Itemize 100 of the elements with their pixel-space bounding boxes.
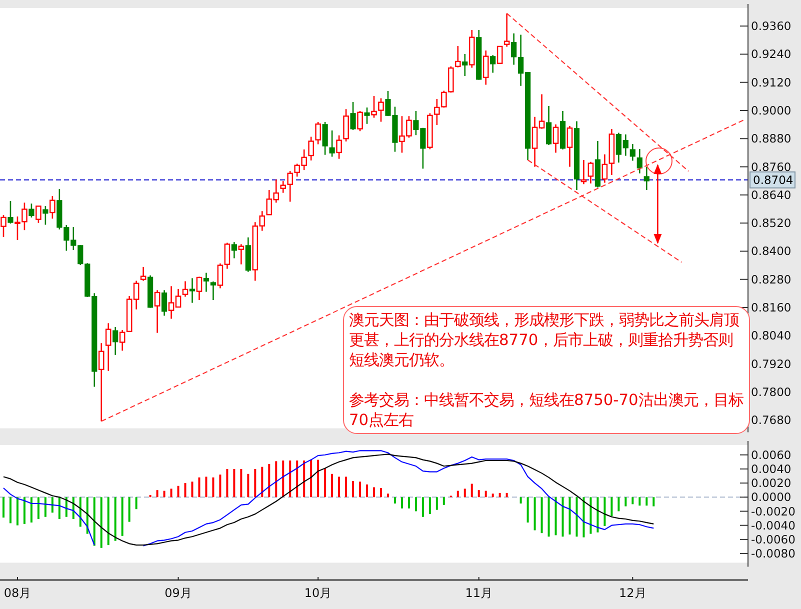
candlestick <box>210 280 216 301</box>
x-tick-label: 12月 <box>619 586 646 600</box>
bar <box>470 484 473 498</box>
x-tick-label: 09月 <box>164 586 192 600</box>
bar <box>275 461 278 498</box>
candlestick <box>378 98 384 122</box>
candlestick <box>28 202 34 218</box>
bar <box>205 476 208 498</box>
bar <box>498 492 501 498</box>
bar <box>492 494 494 498</box>
candlestick <box>98 342 104 422</box>
line-series <box>2 454 654 546</box>
annotation: 参考交易：中线暂不交易，短线在8750-70沽出澳元，目标70点左右 <box>349 390 744 430</box>
bar <box>554 497 557 536</box>
bar <box>624 497 627 506</box>
candlestick <box>196 276 202 301</box>
candlestick <box>50 195 56 220</box>
bar <box>590 497 592 534</box>
candlestick <box>490 54 496 74</box>
bar <box>380 488 382 498</box>
bar <box>37 497 40 520</box>
candlestick <box>462 53 468 77</box>
bar <box>296 460 298 498</box>
candlestick <box>231 241 237 259</box>
candlestick <box>630 143 636 162</box>
y-tick-label: 0.8280 <box>751 272 792 286</box>
candlestick <box>112 326 118 356</box>
bar <box>240 468 242 498</box>
bar <box>233 468 236 498</box>
candlestick <box>588 161 594 184</box>
annotation: 澳元天图：由于破颈线，形成楔形下跌，弱势比之前头肩顶更甚，上行的分水线在8770，后市上破，则重拾升势否则短线澳元仍软。 <box>349 310 740 370</box>
candlestick <box>454 45 461 68</box>
y-tick-label: -0.0080 <box>751 546 796 561</box>
bar <box>400 497 403 508</box>
bar <box>352 480 354 498</box>
bar <box>44 497 46 517</box>
bar <box>282 460 284 498</box>
candlestick <box>336 134 342 160</box>
bar <box>170 488 172 498</box>
bar <box>16 497 18 526</box>
bar <box>646 497 648 506</box>
candlestick <box>552 124 559 154</box>
bar <box>128 497 130 522</box>
candlestick <box>154 290 160 334</box>
candlestick <box>546 105 552 146</box>
x-tick-label: 08月 <box>4 586 32 600</box>
line-series <box>142 450 654 546</box>
bar <box>9 497 12 524</box>
ref-line-label: 0.8704 <box>753 172 794 187</box>
bar <box>310 460 312 498</box>
y-tick-label: 0.8160 <box>751 300 792 315</box>
bar <box>394 497 396 504</box>
y-tick-label: -0.0020 <box>751 504 796 518</box>
bar <box>610 497 613 516</box>
bar <box>638 497 641 506</box>
bar <box>478 490 480 498</box>
x-tick-label: 10月 <box>304 586 332 600</box>
bar <box>51 497 54 513</box>
y-tick-label: 0.8400 <box>751 244 792 258</box>
bar <box>562 497 564 537</box>
bar <box>163 490 166 498</box>
y-tick-label: 0.0000 <box>751 490 792 504</box>
candlestick <box>36 205 42 224</box>
bar <box>23 497 26 524</box>
bar <box>198 477 200 498</box>
y-tick-label: 0.8040 <box>751 328 792 343</box>
bar <box>289 460 292 498</box>
bar <box>576 497 578 537</box>
bar <box>268 464 270 498</box>
candlestick <box>636 148 642 174</box>
bar <box>338 476 340 498</box>
candlestick <box>105 322 112 372</box>
candlestick <box>644 166 650 191</box>
bar <box>414 497 417 512</box>
y-tick-label: 0.0060 <box>751 448 792 462</box>
candlestick <box>371 95 377 118</box>
bar <box>135 497 138 510</box>
bar <box>436 497 438 510</box>
y-tick-label: 0.9360 <box>751 19 792 34</box>
bar <box>121 497 124 536</box>
bar <box>428 497 431 514</box>
candlestick <box>315 121 321 145</box>
bar <box>506 492 508 498</box>
bar <box>456 490 459 498</box>
candlestick <box>496 46 503 64</box>
candlestick <box>329 130 335 158</box>
y-tick-label: 0.0040 <box>751 462 792 476</box>
bar <box>366 484 368 498</box>
bar <box>30 497 32 523</box>
candlestick <box>602 154 608 184</box>
bar <box>540 497 543 534</box>
bar <box>359 482 362 498</box>
y-tick-label: 0.9120 <box>751 75 792 90</box>
bar <box>408 497 410 508</box>
bar <box>568 497 571 535</box>
y-tick-label: 0.7920 <box>751 356 792 371</box>
candlestick <box>580 159 587 185</box>
candlestick <box>364 106 370 125</box>
bar <box>534 497 536 530</box>
y-tick-label: 0.9000 <box>751 103 792 118</box>
